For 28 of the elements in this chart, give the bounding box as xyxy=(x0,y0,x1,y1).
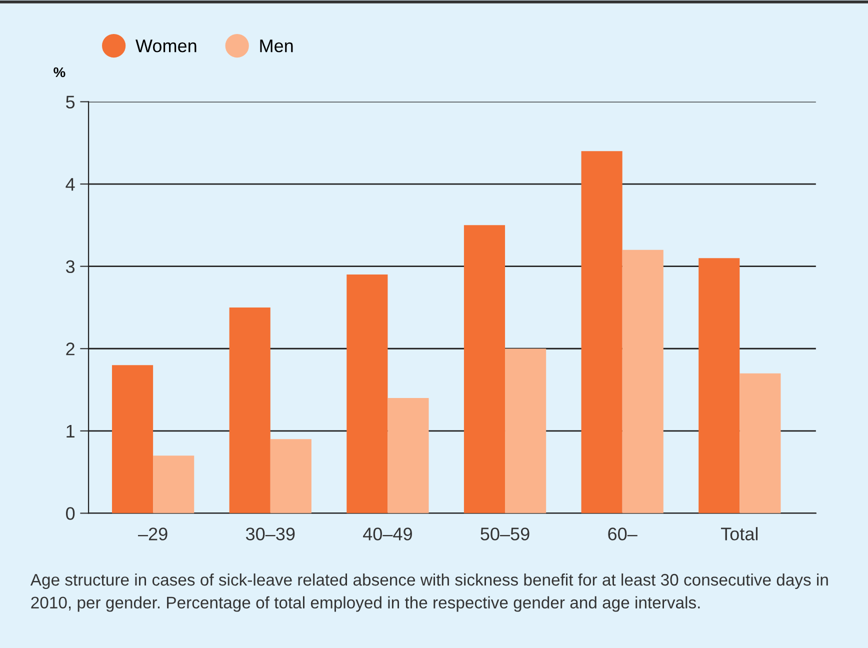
y-tick-label: 0 xyxy=(66,507,75,520)
y-tick-label: 4 xyxy=(66,178,75,191)
legend-label: Men xyxy=(260,40,293,52)
y-tick-label: 3 xyxy=(66,260,75,274)
bar xyxy=(388,398,429,514)
bar xyxy=(622,250,664,514)
y-tick-label: 1 xyxy=(66,425,74,438)
y-axis-title: % xyxy=(54,67,66,78)
bar xyxy=(698,258,740,514)
bar xyxy=(112,365,154,514)
bar xyxy=(581,151,622,514)
x-tick-label: –29 xyxy=(138,528,168,540)
bar xyxy=(740,373,781,514)
bar xyxy=(346,274,388,514)
x-tick-label: 60– xyxy=(608,528,638,540)
x-tick-label: 40–49 xyxy=(363,528,412,540)
x-tick-label: Total xyxy=(721,527,758,540)
x-tick-label: 30–39 xyxy=(246,528,295,540)
bar xyxy=(270,439,312,514)
y-tick-label: 5 xyxy=(66,96,75,108)
bar xyxy=(229,307,270,514)
text: Age structure in cases of sick-leave related absence with sickness benefit for at least 30 consecutive days in 2010, per gender. Percentage of total employed in the respective gender and age intervals. xyxy=(30,573,828,612)
bar xyxy=(505,348,546,514)
y-tick-label: 2 xyxy=(66,342,74,356)
bar xyxy=(153,456,194,514)
x-tick-label: 50–59 xyxy=(480,528,530,540)
legend-label: Women xyxy=(136,40,196,52)
bar xyxy=(464,225,506,514)
